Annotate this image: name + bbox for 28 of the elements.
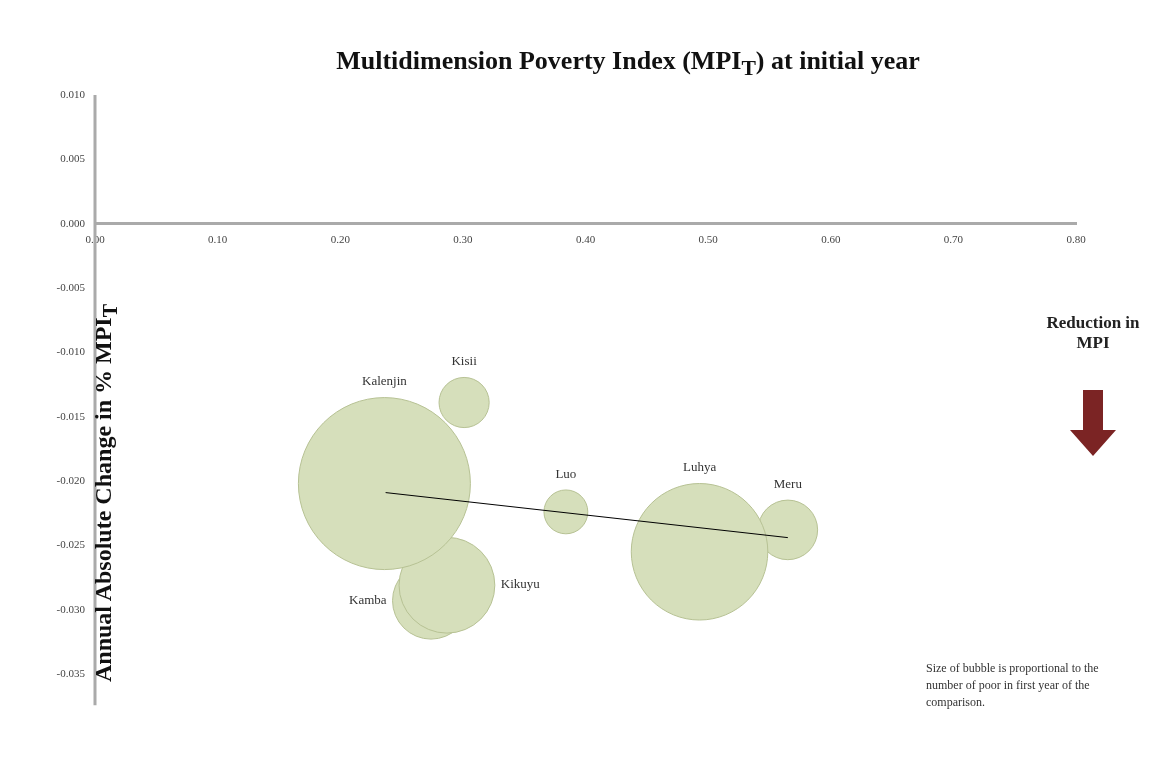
series-label: Luo — [555, 465, 577, 481]
series-label: Kalenjin — [362, 373, 408, 389]
y-tick-label: -0.025 — [56, 538, 86, 551]
x-tick-label: 0.20 — [330, 233, 351, 246]
series-label: Kikuyu — [500, 576, 541, 592]
y-tick-label: -0.030 — [56, 602, 86, 615]
chart-title: Multidimension Poverty Index (MPI$_{T}$) at initial year — [335, 46, 921, 82]
y-tick-label: 0.005 — [60, 152, 86, 165]
series-label: Luhya — [682, 459, 717, 475]
x-tick-label: 0.30 — [453, 233, 473, 246]
x-tick-label: 0.10 — [208, 233, 228, 246]
y-tick-label: 0.010 — [60, 87, 86, 100]
x-tick-label: 0.40 — [575, 233, 596, 246]
y-tick-label: -0.035 — [56, 666, 86, 679]
series-label: Kisii — [451, 353, 478, 369]
x-tick-label: 0.60 — [821, 233, 841, 246]
y-tick-label: -0.005 — [56, 280, 86, 293]
y-tick-label: -0.015 — [56, 409, 86, 422]
x-tick-label: 0.70 — [943, 233, 964, 246]
y-tick-label: 0.000 — [60, 216, 86, 229]
series-label: Kamba — [348, 591, 387, 607]
y-tick-label: -0.010 — [56, 345, 86, 358]
y-tick-label: -0.020 — [56, 473, 86, 486]
annotation: Size of bubble is proportional to the number of poor in first year of the comparison. — [926, 660, 1100, 711]
series-label: Meru — [773, 476, 803, 492]
x-tick-label: 0.50 — [698, 233, 719, 246]
annotation: Reduction in MPI — [1045, 313, 1141, 353]
x-tick-label: 0.80 — [1066, 233, 1087, 246]
